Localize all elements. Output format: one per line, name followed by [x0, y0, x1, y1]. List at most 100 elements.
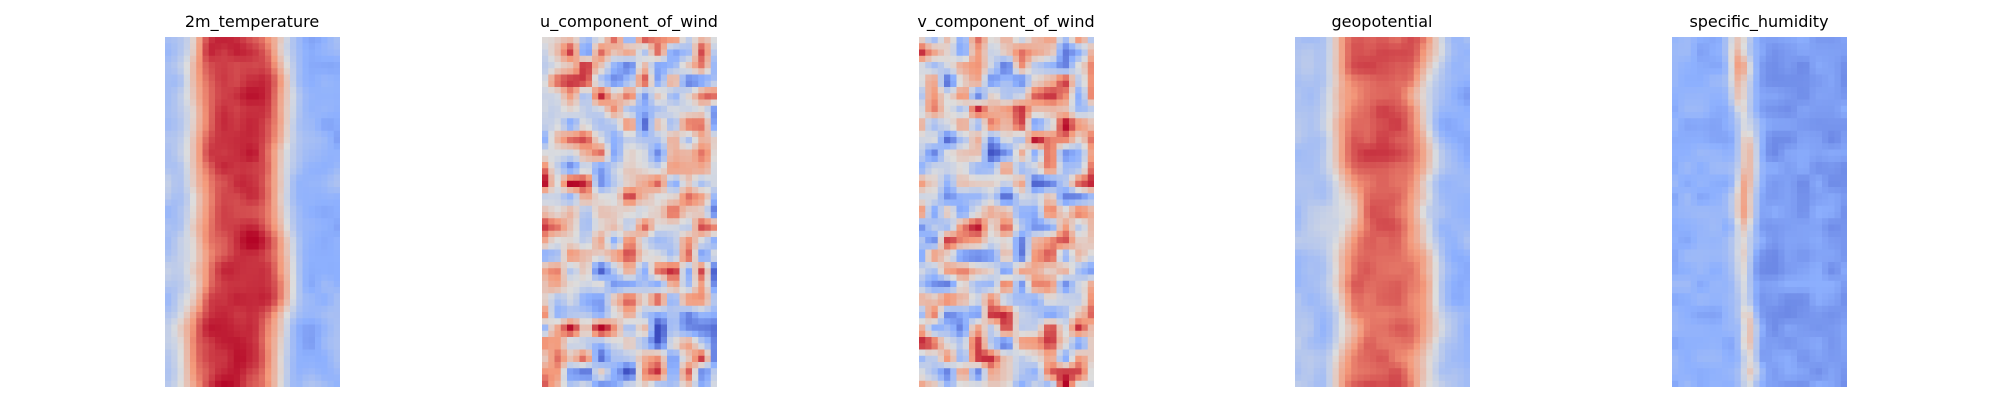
heatmap-cell: [660, 224, 668, 232]
heatmap-cell: [548, 49, 555, 57]
heatmap-cell: [925, 112, 932, 119]
heatmap-cell: [660, 243, 668, 250]
heatmap-cell: [994, 218, 1001, 225]
heatmap-cell: [290, 218, 297, 225]
heatmap-cell: [692, 349, 699, 357]
heatmap-cell: [579, 343, 587, 350]
heatmap-cell: [1037, 124, 1045, 132]
heatmap-cell: [560, 80, 568, 88]
heatmap-cell: [685, 137, 693, 144]
heatmap-cell: [1426, 49, 1433, 57]
heatmap-cell: [956, 305, 964, 313]
panel-title-3: geopotential: [1331, 12, 1433, 31]
heatmap-cell: [196, 318, 203, 325]
heatmap-cell: [308, 249, 316, 257]
heatmap-cell: [1000, 74, 1007, 82]
heatmap-cell: [987, 155, 995, 163]
heatmap-cell: [617, 262, 624, 269]
heatmap-cell: [265, 62, 272, 69]
heatmap-cell: [567, 199, 574, 207]
heatmap-cell: [962, 93, 970, 100]
heatmap-cell: [629, 49, 637, 57]
heatmap-cell: [648, 299, 655, 307]
heatmap-cell: [604, 68, 612, 75]
heatmap-cell: [919, 280, 926, 288]
heatmap-cell: [994, 187, 1001, 194]
heatmap-cell: [925, 287, 932, 294]
heatmap-cell: [1000, 280, 1007, 288]
heatmap-cell: [654, 374, 662, 382]
heatmap-cell: [635, 280, 643, 288]
heatmap-cell: [937, 187, 945, 194]
heatmap-cell: [975, 262, 982, 269]
heatmap-cell: [950, 93, 957, 100]
heatmap-cell: [283, 243, 291, 250]
heatmap-cell: [1081, 274, 1089, 282]
heatmap-cell: [692, 124, 699, 132]
heatmap-cell: [654, 237, 662, 244]
heatmap-cell: [629, 87, 637, 94]
heatmap-cell: [585, 318, 593, 325]
heatmap-cell: [573, 74, 580, 82]
heatmap-cell: [1087, 305, 1094, 313]
heatmap-cell: [1037, 143, 1045, 150]
heatmap-cell: [290, 37, 297, 44]
heatmap-cell: [950, 249, 957, 257]
heatmap-cell: [258, 37, 266, 44]
heatmap-cell: [1044, 380, 1051, 387]
heatmap-cell: [290, 74, 297, 82]
heatmap-cell: [698, 318, 705, 325]
heatmap-cell: [208, 299, 216, 307]
heatmap-cell: [548, 255, 555, 263]
heatmap-cell: [221, 155, 228, 163]
heatmap-cell: [698, 349, 705, 357]
heatmap-cell: [208, 237, 216, 244]
heatmap-cell: [208, 205, 216, 213]
heatmap-cell: [177, 149, 185, 157]
heatmap-cell: [333, 230, 340, 238]
heatmap-cell: [246, 105, 253, 113]
heatmap-cell: [277, 143, 285, 150]
heatmap-cell: [202, 287, 210, 294]
heatmap-cell: [629, 193, 637, 200]
heatmap-cell: [221, 199, 228, 207]
heatmap-cell: [302, 343, 310, 350]
heatmap-cell: [177, 62, 185, 69]
heatmap-cell: [1031, 262, 1039, 269]
heatmap-cell: [692, 68, 699, 75]
heatmap-cell: [202, 230, 210, 238]
heatmap-cell: [1301, 49, 1308, 57]
heatmap-cell: [240, 55, 247, 63]
heatmap-cell: [1401, 62, 1408, 69]
heatmap-cell: [679, 268, 687, 275]
heatmap-cell: [1056, 343, 1064, 350]
heatmap-cell: [271, 49, 278, 57]
heatmap-cell: [202, 224, 210, 232]
heatmap-cell: [635, 149, 643, 157]
heatmap-cell: [1037, 280, 1045, 288]
heatmap-cell: [937, 355, 945, 363]
heatmap-cell: [283, 143, 291, 150]
heatmap-cell: [296, 130, 303, 138]
heatmap-cell: [1006, 62, 1014, 69]
heatmap-cell: [177, 380, 185, 387]
heatmap-cell: [190, 62, 197, 69]
heatmap-cell: [165, 124, 172, 132]
heatmap-cell: [1388, 74, 1396, 82]
heatmap-cell: [190, 268, 197, 275]
heatmap-cell: [925, 105, 932, 113]
heatmap-cell: [931, 243, 939, 250]
heatmap-cell: [610, 199, 618, 207]
heatmap-cell: [956, 324, 964, 332]
heatmap-cell: [981, 355, 989, 363]
heatmap-cell: [704, 43, 712, 50]
heatmap-cell: [931, 337, 939, 344]
heatmap-cell: [1313, 62, 1321, 69]
heatmap-cell: [1401, 68, 1408, 75]
heatmap-cell: [208, 137, 216, 144]
heatmap-cell: [560, 312, 568, 319]
heatmap-cell: [679, 293, 687, 300]
heatmap-cell: [925, 349, 932, 357]
heatmap-cell: [925, 293, 932, 300]
heatmap-cell: [592, 193, 599, 200]
